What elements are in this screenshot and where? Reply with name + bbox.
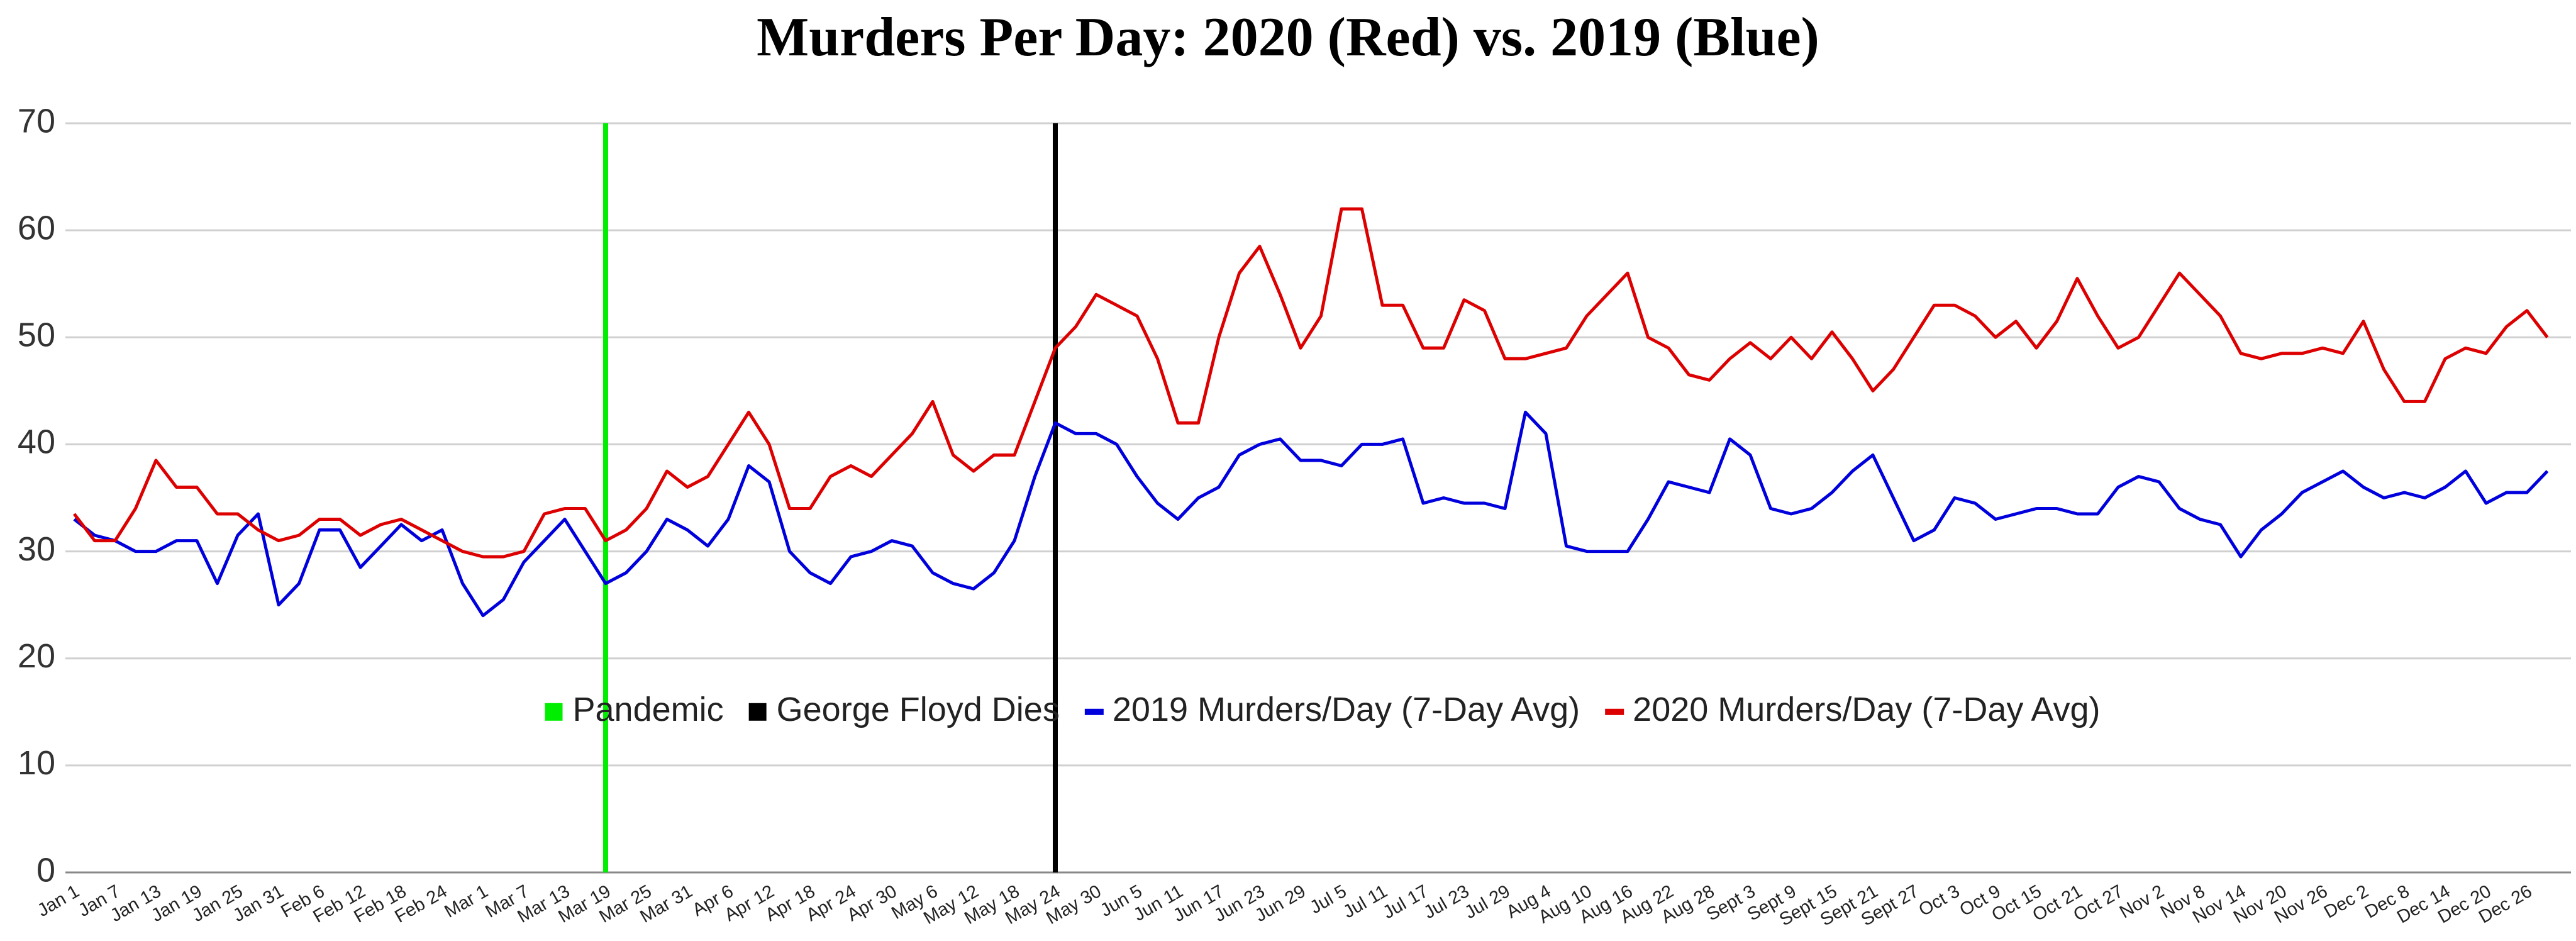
- legend-swatch: [1084, 708, 1104, 715]
- y-tick-label: 40: [18, 423, 55, 461]
- chart-title: Murders Per Day: 2020 (Red) vs. 2019 (Bl…: [757, 7, 1819, 68]
- series-line: [73, 207, 2549, 559]
- legend-swatch: [748, 703, 767, 721]
- legend-label: Pandemic: [573, 691, 724, 728]
- y-tick-label: 30: [18, 530, 55, 568]
- legend-label: George Floyd Dies: [777, 691, 1060, 728]
- legend: Pandemic George Floyd Dies 2019 Murders/Da…: [545, 691, 2101, 728]
- y-tick-label: 50: [18, 316, 55, 354]
- legend-label: 2020 Murders/Day (7-Day Avg): [1633, 691, 2100, 728]
- y-tick-label: 60: [18, 209, 55, 247]
- y-tick-label: 0: [36, 851, 55, 889]
- series-line: [73, 410, 2549, 618]
- legend-swatch: [1605, 708, 1624, 715]
- y-tick-label: 20: [18, 637, 55, 675]
- y-tick-label: 70: [18, 102, 55, 140]
- legend-swatch: [545, 703, 563, 721]
- y-tick-label: 10: [18, 744, 55, 782]
- legend-label: 2019 Murders/Day (7-Day Avg): [1113, 691, 1580, 728]
